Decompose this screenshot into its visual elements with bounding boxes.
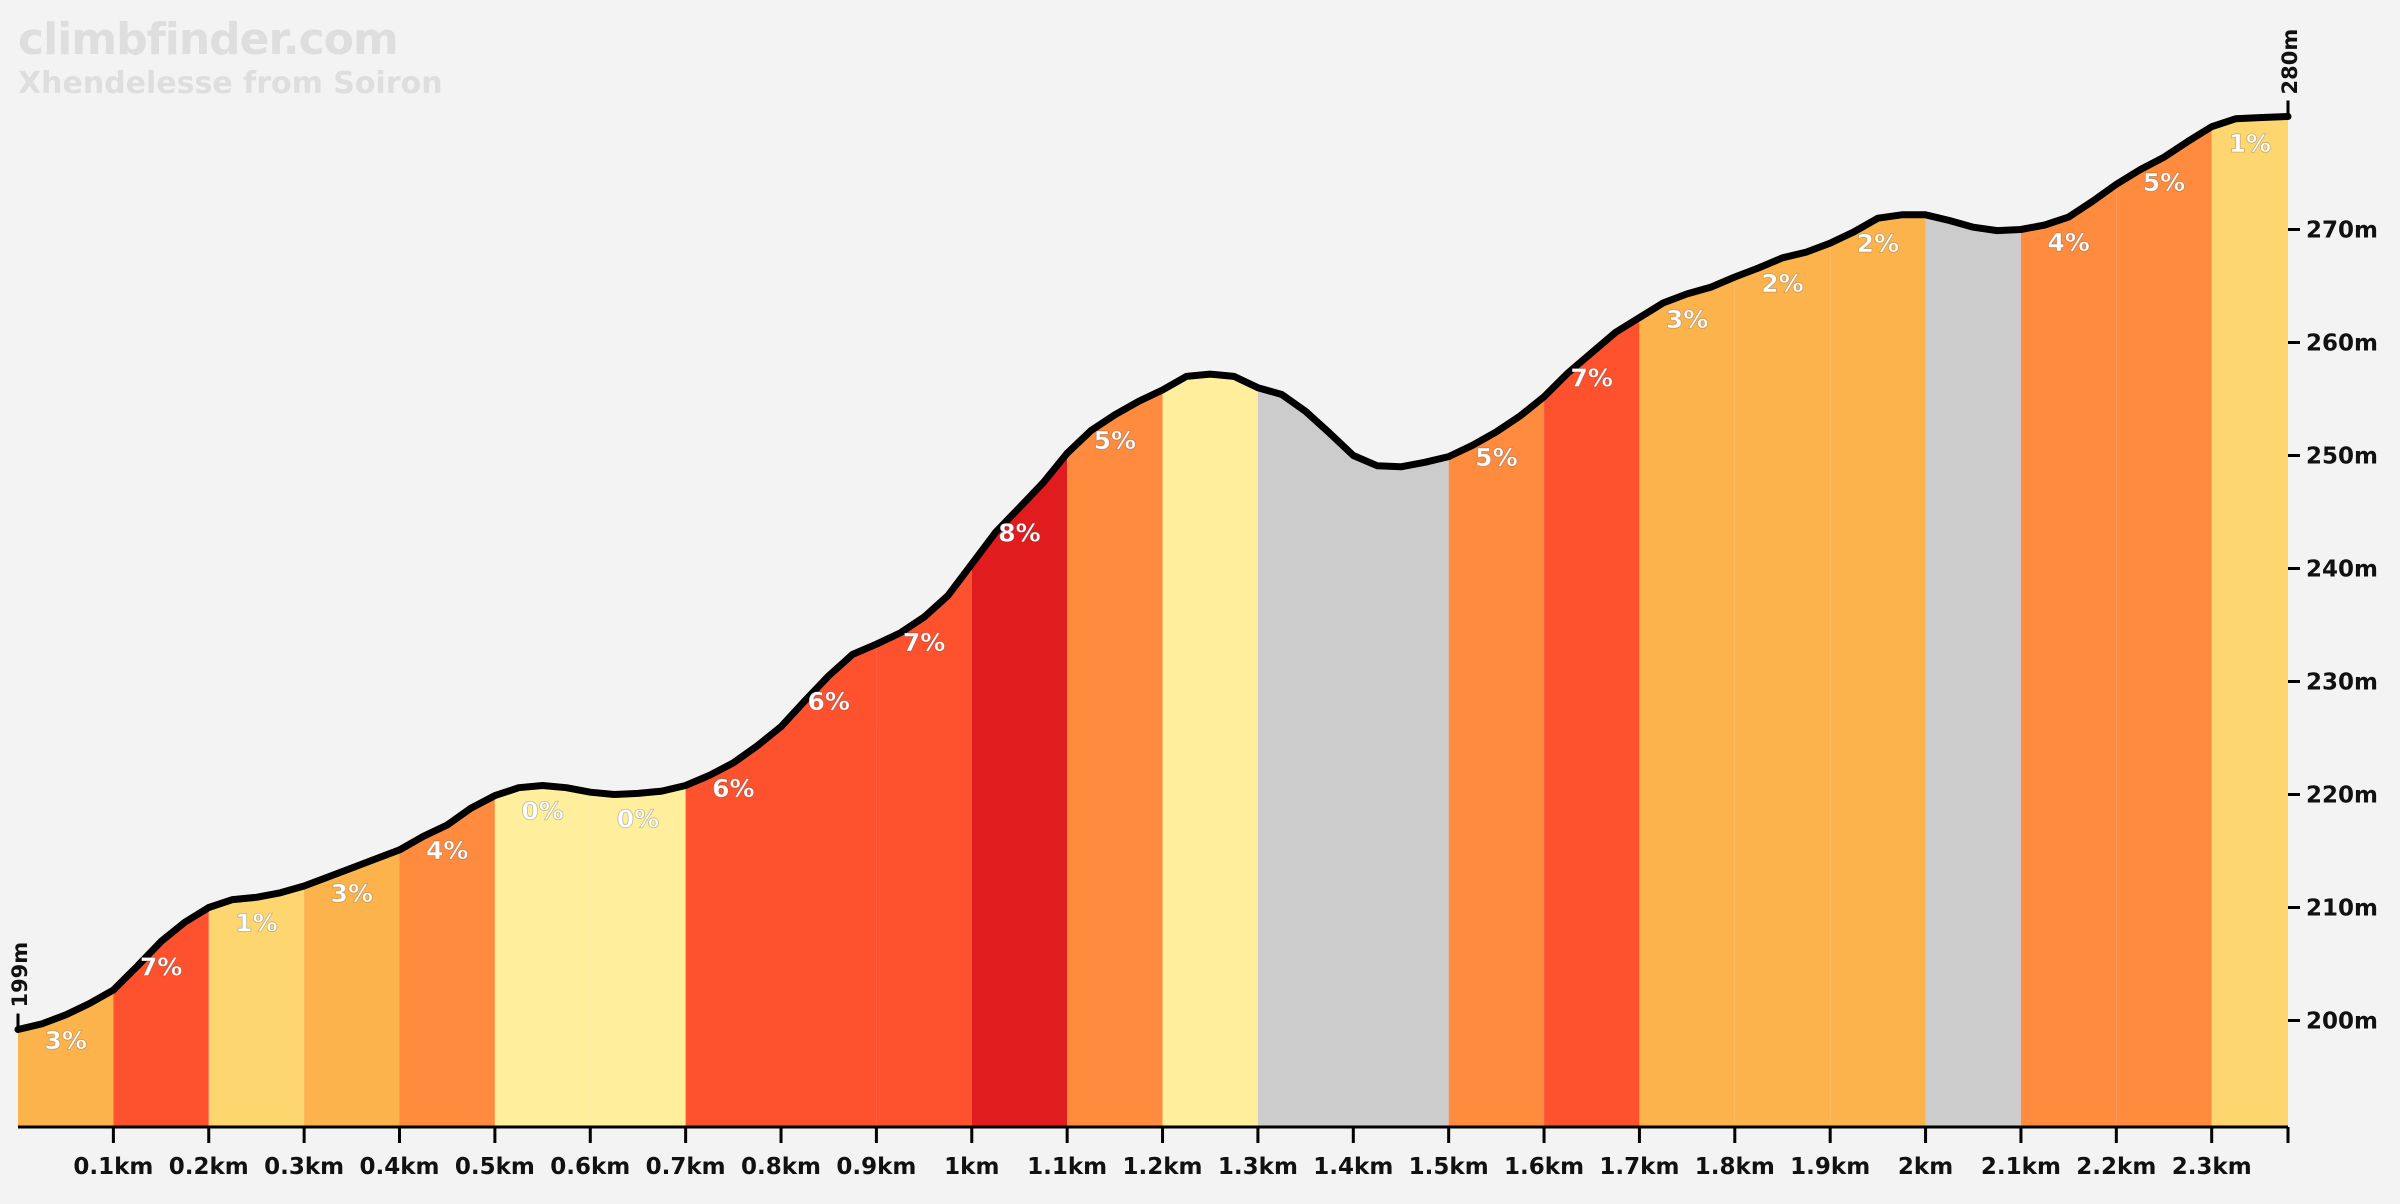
segment-area-14 (1257, 387, 1449, 1127)
grade-label-10: 7% (903, 628, 945, 657)
segment-area-12 (1067, 390, 1163, 1127)
x-tick-label: 1.3km (1218, 1154, 1298, 1180)
grade-label-12: 5% (1094, 426, 1136, 455)
end-elevation-label: 280m (2278, 29, 2302, 95)
segment-area-18 (1734, 243, 1831, 1128)
x-tick-label: 0.6km (550, 1154, 630, 1180)
segment-area-16 (1544, 317, 1640, 1128)
grade-label-21: 4% (2047, 228, 2089, 257)
x-tick-label: 0.9km (836, 1154, 916, 1180)
grade-label-5: 4% (426, 836, 468, 865)
segment-area-15 (1448, 396, 1545, 1127)
x-tick-label: 2.3km (2172, 1154, 2252, 1180)
x-tick-label: 1.5km (1409, 1154, 1489, 1180)
segment-area-20 (1925, 214, 2021, 1128)
x-tick-label: 1.6km (1504, 1154, 1584, 1180)
grade-labels: 3% 7% 1% 3% 4% 0% 0% 6% 6% 7% 8% 5% 5% 7% 3% 2% 2% 4% 5% 1% (44, 129, 2271, 1056)
x-tick-label: 2.2km (2076, 1154, 2156, 1180)
x-tick-label: 1.7km (1599, 1154, 1679, 1180)
grade-label-4: 3% (331, 879, 373, 908)
segment-area-9 (781, 644, 877, 1127)
segment-area-5 (399, 795, 495, 1127)
x-tick-label: 2km (1898, 1154, 1953, 1180)
grade-label-22: 5% (2143, 168, 2185, 197)
x-tick-label: 1.9km (1790, 1154, 1870, 1180)
segment-area-17 (1639, 277, 1735, 1127)
grade-label-8: 6% (712, 774, 754, 803)
grade-label-6: 0% (521, 797, 563, 826)
x-tick-label: 0.5km (455, 1154, 535, 1180)
grade-label-18: 2% (1761, 269, 1803, 298)
segment-area-10 (876, 564, 972, 1127)
x-tick-label: 0.3km (264, 1154, 344, 1180)
segment-area-22 (2116, 126, 2212, 1127)
x-tick-label: 0.4km (360, 1154, 440, 1180)
grade-label-7: 0% (617, 804, 659, 833)
segment-area-23 (2211, 116, 2288, 1127)
segment-area-1 (18, 990, 114, 1127)
chart-subtitle: Xhendelesse from Soiron (18, 66, 443, 101)
start-elevation-label: 199m (8, 942, 32, 1008)
x-tick-label: 0.8km (741, 1154, 821, 1180)
y-tick-label: 260m (2306, 331, 2378, 357)
segment-area-8 (685, 726, 781, 1127)
grade-label-2: 7% (140, 952, 182, 981)
x-tick-label: 0.1km (73, 1154, 153, 1180)
grade-label-9: 6% (807, 687, 849, 716)
grade-label-15: 5% (1475, 443, 1517, 472)
x-tick-label: 1.4km (1313, 1154, 1393, 1180)
segment-area-4 (304, 849, 400, 1127)
x-tick-label: 2.1km (1981, 1154, 2061, 1180)
x-tick-label: 0.2km (169, 1154, 249, 1180)
y-tick-label: 210m (2306, 896, 2378, 922)
segment-area-7 (590, 785, 686, 1127)
grade-label-17: 3% (1666, 305, 1708, 334)
grade-label-11: 8% (998, 519, 1040, 548)
segment-area-11 (971, 453, 1068, 1127)
y-tick-label: 240m (2306, 557, 2378, 583)
y-axis-ticks: 200m 210m 220m 230m 240m 250m 260m 270m (2288, 218, 2378, 1035)
x-tick-label: 1.2km (1123, 1154, 1203, 1180)
y-tick-label: 250m (2306, 444, 2378, 470)
y-tick-label: 270m (2306, 218, 2378, 244)
brand-watermark: climbfinder.com (18, 14, 399, 65)
segment-area-3 (208, 886, 305, 1127)
x-tick-label: 1.1km (1027, 1154, 1107, 1180)
grade-label-19: 2% (1857, 229, 1899, 258)
y-tick-label: 220m (2306, 783, 2378, 809)
x-tick-label: 1km (944, 1154, 999, 1180)
grade-label-23: 1% (2229, 129, 2271, 158)
elevation-profile-line (14, 113, 2292, 1033)
grade-label-3: 1% (235, 908, 277, 937)
segment-area-13 (1162, 374, 1258, 1128)
y-tick-label: 230m (2306, 670, 2378, 696)
grade-label-16: 7% (1570, 364, 1612, 393)
segment-areas (18, 116, 2288, 1128)
grade-label-1: 3% (44, 1026, 86, 1055)
segment-area-6 (494, 785, 591, 1127)
x-axis-ticks: 0.1km 0.2km 0.3km 0.4km 0.5km 0.6km 0.7km 0.8km… (73, 1127, 2290, 1180)
x-tick-label: 1.8km (1695, 1154, 1775, 1180)
segment-area-21 (2020, 184, 2117, 1128)
y-tick-label: 200m (2306, 1009, 2378, 1035)
segment-area-2 (113, 907, 209, 1127)
x-tick-label: 0.7km (646, 1154, 726, 1180)
segment-area-19 (1830, 214, 1926, 1128)
